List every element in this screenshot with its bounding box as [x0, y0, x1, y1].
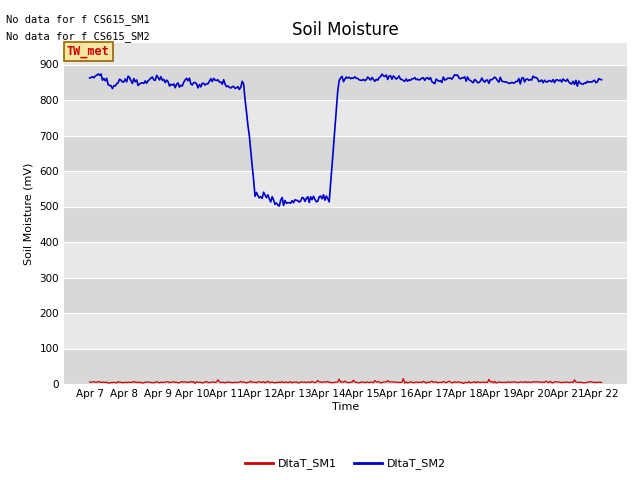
- DltaT_SM2: [94, 71, 102, 77]
- DltaT_SM2: [257, 194, 264, 200]
- Bar: [64, 242, 627, 277]
- Title: Soil Moisture: Soil Moisture: [292, 21, 399, 39]
- Bar: [64, 100, 627, 135]
- DltaT_SM1: [310, 379, 317, 385]
- Legend: DltaT_SM1, DltaT_SM2: DltaT_SM1, DltaT_SM2: [241, 454, 451, 474]
- DltaT_SM1: [148, 380, 156, 386]
- Line: DltaT_SM1: DltaT_SM1: [90, 379, 602, 384]
- DltaT_SM2: [312, 199, 320, 204]
- DltaT_SM2: [572, 77, 580, 83]
- DltaT_SM1: [264, 378, 272, 384]
- Text: No data for f CS615_SM1: No data for f CS615_SM1: [6, 14, 150, 25]
- Bar: [64, 171, 627, 206]
- DltaT_SM1: [598, 380, 605, 385]
- DltaT_SM1: [86, 379, 93, 385]
- Bar: [64, 64, 627, 100]
- Bar: [64, 277, 627, 313]
- DltaT_SM2: [150, 77, 157, 83]
- DltaT_SM1: [238, 379, 246, 385]
- DltaT_SM1: [460, 381, 467, 386]
- Bar: [64, 348, 627, 384]
- X-axis label: Time: Time: [332, 402, 359, 412]
- DltaT_SM2: [598, 77, 605, 83]
- DltaT_SM2: [266, 196, 273, 202]
- DltaT_SM2: [86, 75, 93, 81]
- Bar: [64, 135, 627, 171]
- Text: No data for f CS615_SM2: No data for f CS615_SM2: [6, 31, 150, 42]
- Bar: [64, 206, 627, 242]
- DltaT_SM1: [255, 379, 263, 385]
- DltaT_SM2: [240, 81, 248, 87]
- Text: TW_met: TW_met: [67, 46, 109, 59]
- DltaT_SM2: [275, 203, 283, 209]
- Bar: [64, 313, 627, 348]
- DltaT_SM1: [399, 376, 407, 382]
- Line: DltaT_SM2: DltaT_SM2: [90, 74, 602, 206]
- DltaT_SM1: [572, 379, 580, 385]
- Y-axis label: Soil Moisture (mV): Soil Moisture (mV): [24, 162, 34, 265]
